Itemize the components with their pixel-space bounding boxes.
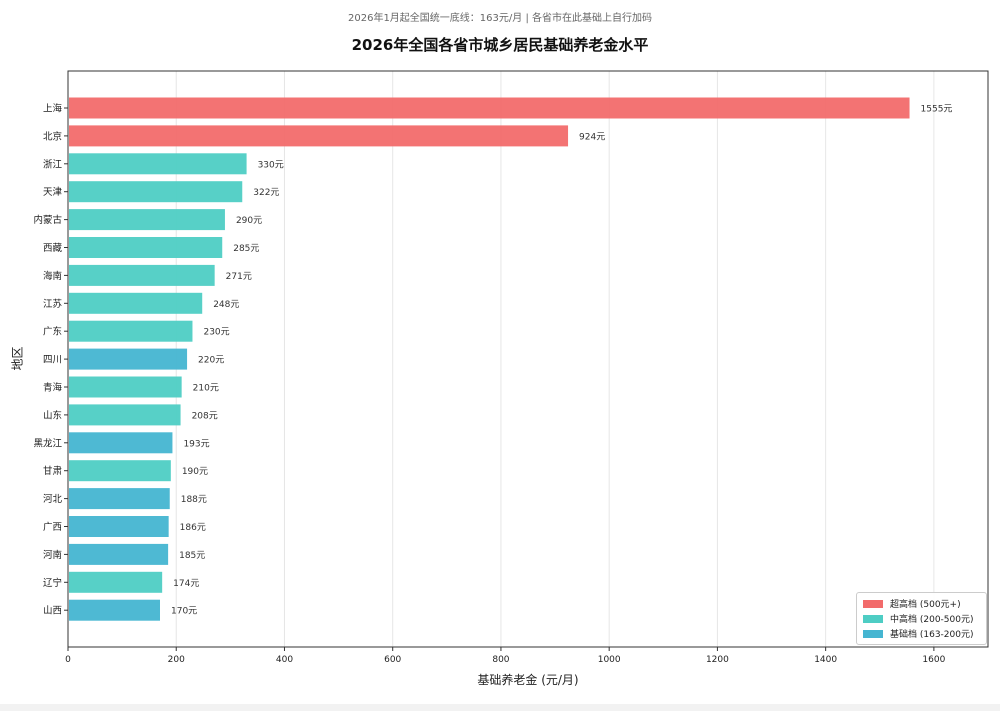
category-label: 河北 bbox=[43, 493, 63, 505]
value-label: 208元 bbox=[192, 411, 218, 421]
category-label: 甘肃 bbox=[43, 465, 62, 477]
bar bbox=[69, 153, 247, 175]
bar bbox=[69, 292, 203, 314]
legend-label-mid-high: 中高档 (200-500元) bbox=[890, 615, 974, 625]
x-tick-label: 400 bbox=[276, 655, 293, 665]
y-axis-label: 地区 bbox=[10, 346, 25, 371]
x-axis-label: 基础养老金 (元/月) bbox=[477, 673, 579, 687]
category-label: 四川 bbox=[43, 355, 62, 366]
value-label: 290元 bbox=[236, 216, 262, 226]
value-label: 322元 bbox=[253, 188, 279, 198]
bar bbox=[69, 320, 193, 342]
category-label: 广西 bbox=[43, 521, 62, 533]
category-label: 上海 bbox=[43, 103, 63, 115]
x-tick-label: 200 bbox=[168, 655, 185, 665]
value-label: 210元 bbox=[193, 384, 219, 394]
x-tick-label: 1600 bbox=[922, 655, 945, 665]
bar bbox=[69, 97, 910, 119]
x-tick-label: 0 bbox=[65, 655, 71, 665]
category-label: 西藏 bbox=[43, 242, 63, 254]
bar bbox=[69, 516, 169, 537]
value-label: 271元 bbox=[226, 272, 252, 282]
bar bbox=[69, 571, 163, 593]
chart-subtitle: 2026年1月起全国统一底线：163元/月 | 各省市在此基础上自行加码 bbox=[348, 13, 652, 24]
legend-swatch-basic bbox=[863, 629, 883, 638]
category-label: 浙江 bbox=[43, 158, 63, 170]
bar bbox=[69, 181, 243, 203]
bar bbox=[69, 543, 169, 565]
value-label: 190元 bbox=[182, 467, 208, 477]
value-label: 188元 bbox=[181, 495, 207, 505]
value-label: 174元 bbox=[173, 579, 199, 589]
category-label: 内蒙古 bbox=[33, 214, 62, 226]
legend-item-super-high: 超高档 (500元+) bbox=[863, 596, 980, 611]
value-label: 230元 bbox=[203, 328, 229, 338]
window-bottom-strip bbox=[0, 704, 1000, 711]
category-label: 广东 bbox=[43, 326, 62, 338]
category-label: 北京 bbox=[43, 130, 62, 142]
legend-label-super-high: 超高档 (500元+) bbox=[890, 600, 961, 610]
x-tick-label: 1200 bbox=[706, 655, 729, 665]
category-label: 河南 bbox=[43, 549, 62, 561]
value-label: 924元 bbox=[579, 132, 605, 142]
bar bbox=[69, 432, 173, 454]
category-label: 海南 bbox=[43, 270, 62, 282]
legend-item-mid-high: 中高档 (200-500元) bbox=[863, 611, 980, 626]
value-label: 186元 bbox=[180, 523, 206, 533]
category-label: 黑龙江 bbox=[33, 437, 62, 449]
bar bbox=[69, 125, 569, 147]
category-label: 天津 bbox=[43, 187, 63, 198]
category-label: 江苏 bbox=[43, 298, 63, 310]
legend: 超高档 (500元+) 中高档 (200-500元) 基础档 (163-200元… bbox=[856, 592, 987, 645]
bar bbox=[69, 404, 181, 426]
value-label: 193元 bbox=[183, 439, 209, 449]
x-tick-label: 1000 bbox=[598, 655, 621, 665]
bar bbox=[69, 264, 215, 286]
x-tick-label: 600 bbox=[384, 655, 401, 665]
bar bbox=[69, 488, 170, 510]
bar bbox=[69, 460, 171, 482]
bar bbox=[69, 209, 225, 231]
value-label: 285元 bbox=[233, 244, 259, 254]
value-label: 220元 bbox=[198, 356, 224, 366]
category-label: 青海 bbox=[43, 382, 63, 394]
bar bbox=[69, 348, 188, 370]
x-tick-label: 800 bbox=[492, 655, 509, 665]
value-label: 1555元 bbox=[921, 105, 953, 115]
bar bbox=[69, 376, 182, 398]
legend-swatch-mid-high bbox=[863, 614, 883, 623]
legend-item-basic: 基础档 (163-200元) bbox=[863, 626, 980, 641]
value-label: 330元 bbox=[258, 160, 284, 170]
category-label: 山西 bbox=[43, 606, 62, 617]
legend-swatch-super-high bbox=[863, 599, 883, 608]
value-label: 248元 bbox=[213, 300, 239, 310]
category-label: 山东 bbox=[43, 409, 62, 421]
category-label: 辽宁 bbox=[43, 577, 62, 589]
x-tick-label: 1400 bbox=[814, 655, 837, 665]
legend-label-basic: 基础档 (163-200元) bbox=[890, 630, 974, 640]
chart-title: 2026年全国各省市城乡居民基础养老金水平 bbox=[351, 36, 649, 54]
bar bbox=[69, 237, 223, 258]
value-label: 170元 bbox=[171, 607, 197, 617]
bar bbox=[69, 599, 160, 621]
value-label: 185元 bbox=[179, 551, 205, 561]
